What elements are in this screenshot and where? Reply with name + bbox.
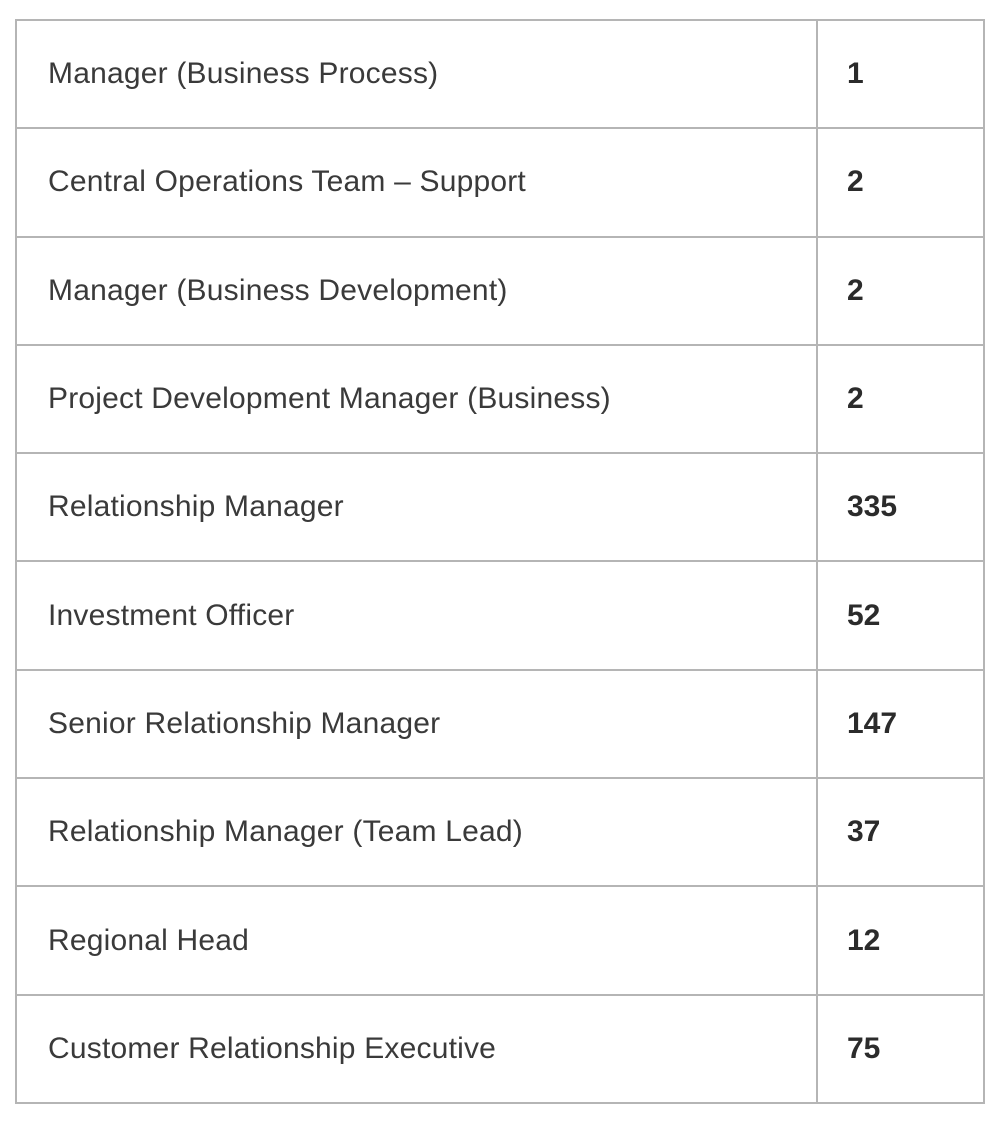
role-label: Relationship Manager (Team Lead) <box>15 777 818 888</box>
role-count: 335 <box>816 452 985 563</box>
role-label: Manager (Business Development) <box>15 235 818 346</box>
role-count-table: Manager (Business Process) 1 Central Ope… <box>15 18 985 1105</box>
role-label: Investment Officer <box>15 560 818 671</box>
table-row: Relationship Manager (Team Lead) 37 <box>15 777 985 888</box>
table-row: Manager (Business Development) 2 <box>15 235 985 346</box>
role-label: Manager (Business Process) <box>15 18 818 130</box>
role-count: 52 <box>816 560 985 671</box>
role-count: 75 <box>816 993 985 1105</box>
table-row: Central Operations Team – Support 2 <box>15 127 985 238</box>
role-count: 1 <box>816 18 985 130</box>
table-row: Investment Officer 52 <box>15 560 985 671</box>
role-count: 2 <box>816 127 985 238</box>
role-label: Customer Relationship Executive <box>15 993 818 1105</box>
table-row: Project Development Manager (Business) 2 <box>15 343 985 455</box>
table-row: Manager (Business Process) 1 <box>15 18 985 130</box>
table-body: Manager (Business Process) 1 Central Ope… <box>15 18 985 1105</box>
table-row: Customer Relationship Executive 75 <box>15 993 985 1105</box>
role-count: 147 <box>816 668 985 780</box>
role-count: 2 <box>816 343 985 455</box>
role-label: Senior Relationship Manager <box>15 668 818 780</box>
table-row: Regional Head 12 <box>15 885 985 996</box>
role-count: 12 <box>816 885 985 996</box>
role-count: 2 <box>816 235 985 346</box>
table-row: Senior Relationship Manager 147 <box>15 668 985 780</box>
role-label: Central Operations Team – Support <box>15 127 818 238</box>
role-count-table-container: Manager (Business Process) 1 Central Ope… <box>15 18 985 1105</box>
role-label: Regional Head <box>15 885 818 996</box>
role-label: Relationship Manager <box>15 452 818 563</box>
role-label: Project Development Manager (Business) <box>15 343 818 455</box>
role-count: 37 <box>816 777 985 888</box>
table-row: Relationship Manager 335 <box>15 452 985 563</box>
